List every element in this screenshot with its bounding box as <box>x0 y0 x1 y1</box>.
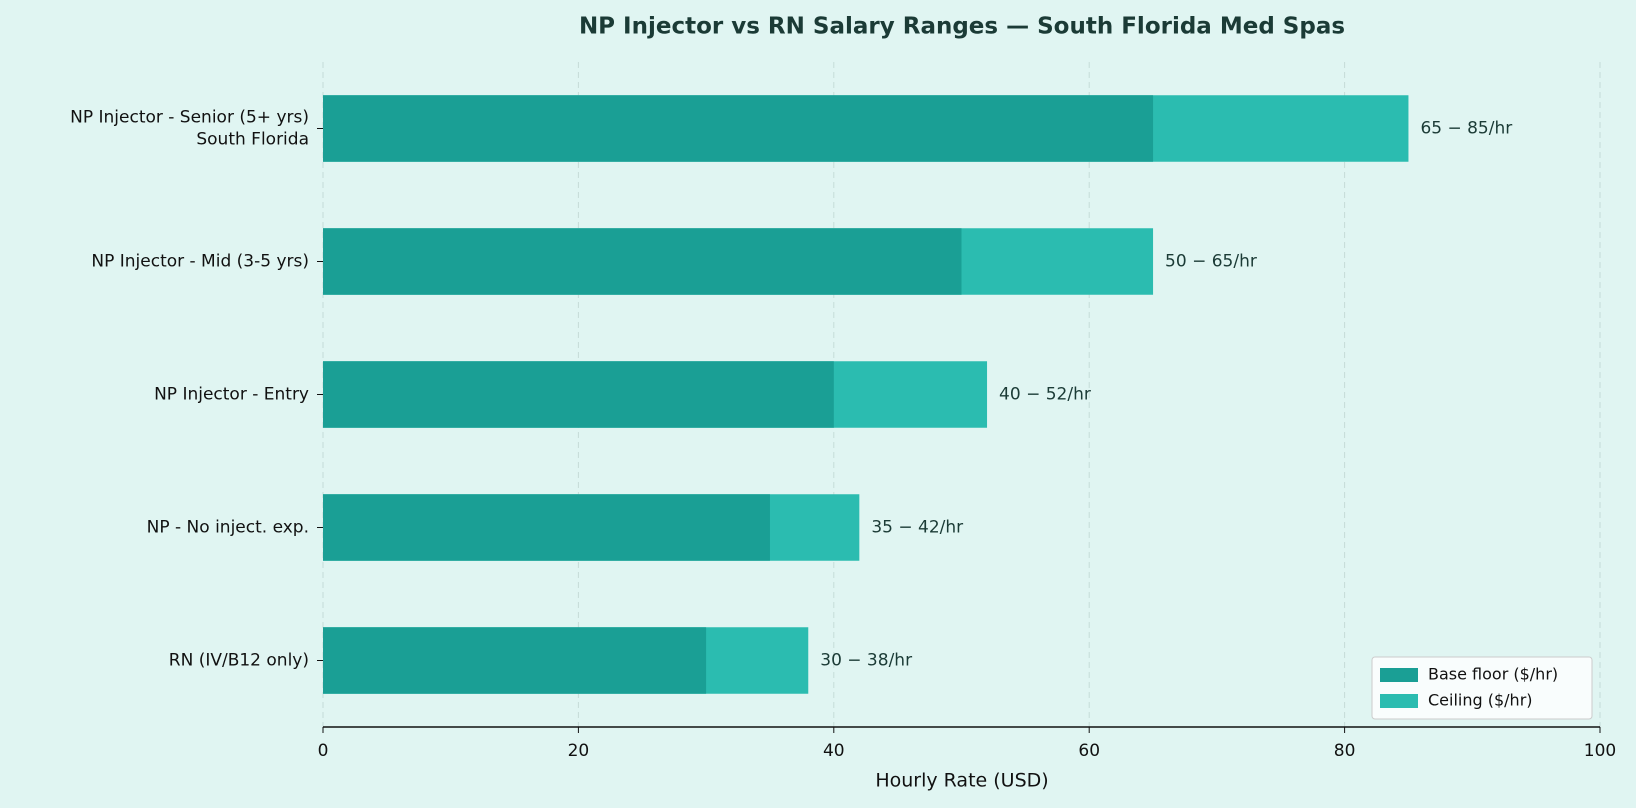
x-tick-label: 40 <box>823 741 845 761</box>
x-tick-label: 60 <box>1078 741 1100 761</box>
x-tick-label: 20 <box>568 741 590 761</box>
bar-label: 40 − 52/hr <box>999 385 1091 405</box>
bar <box>323 95 1154 162</box>
bar <box>323 494 770 561</box>
bar-label: 35 − 42/hr <box>871 518 963 538</box>
y-tick-label: NP Injector - Entry <box>154 385 309 405</box>
bar-label: 50 − 65/hr <box>1165 252 1257 272</box>
legend-box <box>1371 656 1593 720</box>
bar <box>323 361 834 428</box>
y-tick-label: NP Injector - Mid (3-5 yrs) <box>91 252 309 272</box>
bar-label: 30 − 38/hr <box>820 651 912 671</box>
legend-label: Base floor ($/hr) <box>1428 665 1558 684</box>
x-tick-label: 100 <box>1584 741 1616 761</box>
y-tick-label: NP Injector - Senior (5+ yrs) South Flori… <box>70 108 309 150</box>
legend-label: Ceiling ($/hr) <box>1428 691 1533 710</box>
legend-swatch <box>1380 668 1418 682</box>
x-axis-label: Hourly Rate (USD) <box>875 770 1048 792</box>
bar <box>323 627 707 694</box>
bar-label: 65 − 85/hr <box>1420 119 1512 139</box>
chart-title: NP Injector vs RN Salary Ranges — South … <box>579 14 1345 40</box>
y-tick-label: NP - No inject. exp. <box>147 518 309 538</box>
legend-swatch <box>1380 694 1418 708</box>
y-tick-label: RN (IV/B12 only) <box>169 651 309 671</box>
legend: Base floor ($/hr) Ceiling ($/hr) <box>1371 656 1593 720</box>
x-tick-label: 80 <box>1334 741 1356 761</box>
bar <box>323 228 962 295</box>
x-tick-label: 0 <box>318 741 329 761</box>
